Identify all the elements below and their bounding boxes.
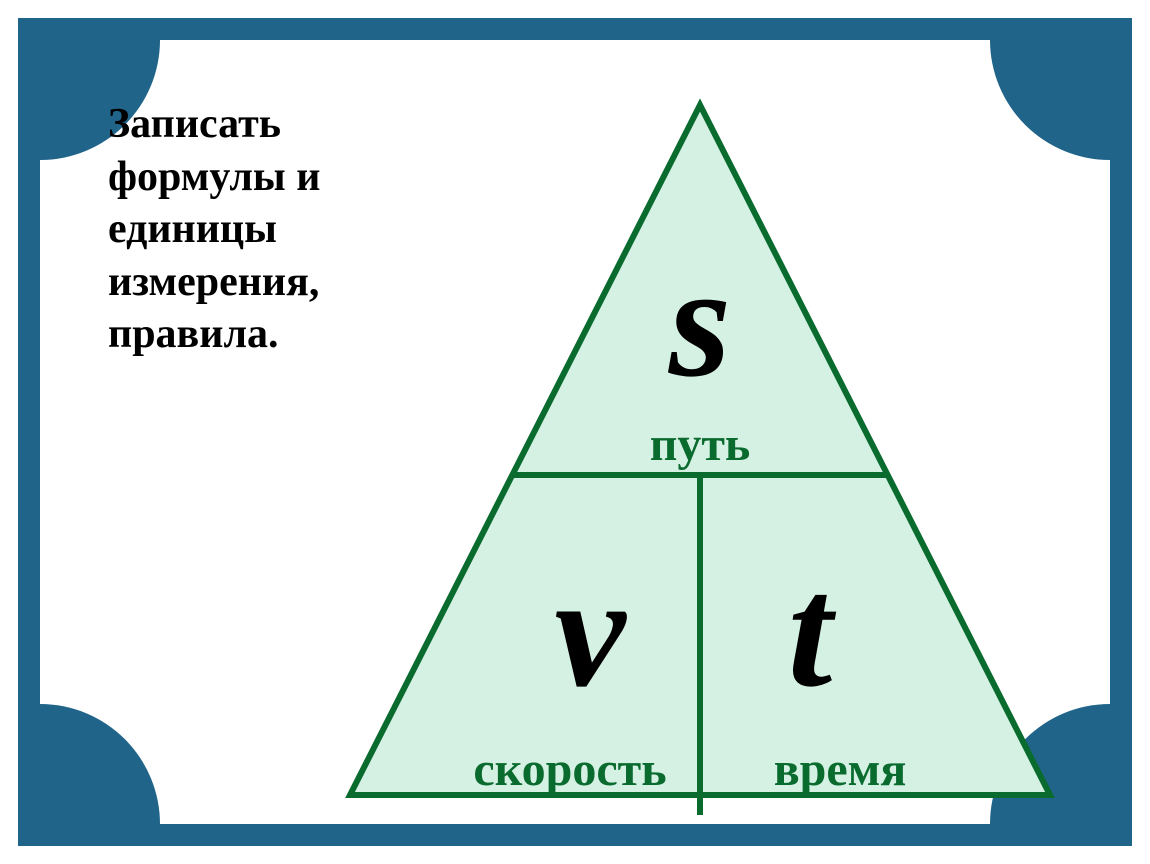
symbol-time: t	[788, 542, 837, 720]
symbol-distance: s	[668, 232, 731, 410]
corner-bottom-left	[40, 704, 160, 824]
symbol-speed: v	[554, 542, 627, 720]
decorative-frame: Записать формулы и единицы измерения, пр…	[18, 18, 1132, 846]
formula-triangle: s путь v скорость t время	[340, 95, 1060, 815]
label-distance: путь	[650, 418, 751, 471]
label-time: время	[774, 743, 907, 796]
label-speed: скорость	[473, 743, 666, 796]
